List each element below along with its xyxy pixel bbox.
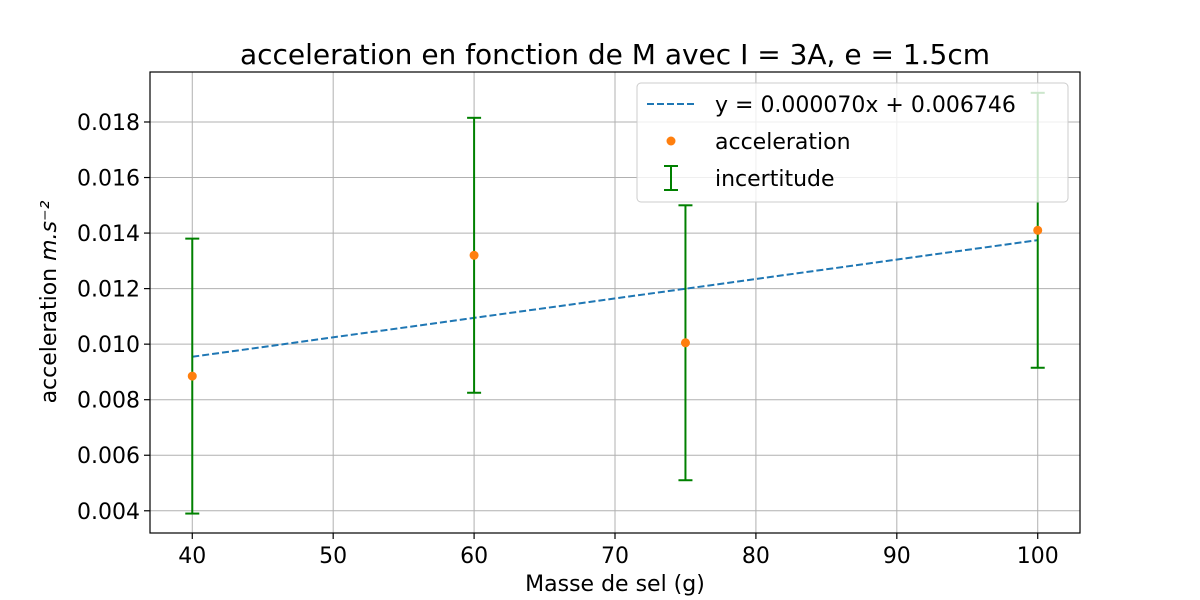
- x-tick-label: 60: [460, 544, 488, 569]
- x-tick-label: 80: [742, 544, 770, 569]
- x-tick-label: 90: [883, 544, 911, 569]
- legend-label-incertitude: incertitude: [715, 167, 835, 192]
- x-axis-label: Masse de sel (g): [525, 572, 705, 597]
- legend: y = 0.000070x + 0.006746 acceleration ince…: [636, 82, 1069, 203]
- data-point: [187, 371, 197, 381]
- x-tick-label: 40: [178, 544, 206, 569]
- y-tick-label: 0.012: [77, 278, 140, 303]
- x-tick-label: 70: [601, 544, 629, 569]
- y-tick-label: 0.006: [77, 444, 140, 469]
- y-tick-label: 0.008: [77, 389, 140, 414]
- fit-line: [192, 239, 1038, 358]
- chart-title: acceleration en fonction de M avec I = 3…: [240, 38, 990, 71]
- data-point: [469, 250, 479, 260]
- fit-line-group: [192, 239, 1038, 358]
- legend-box: [636, 82, 1069, 203]
- y-tick-label: 0.010: [77, 333, 140, 358]
- y-tick-label: 0.004: [77, 500, 140, 525]
- y-tick-label: 0.016: [77, 167, 140, 192]
- y-tick-label: 0.014: [77, 222, 140, 247]
- y-axis-label: acceleration m.s⁻²: [37, 200, 62, 403]
- y-tick-label: 0.018: [77, 111, 140, 136]
- x-tick-label: 100: [1017, 544, 1059, 569]
- ticks: 40 50 60 70 80 90 100 0.004 0.006 0.008 0.010 0.012…: [77, 111, 1059, 569]
- data-point: [1033, 225, 1043, 235]
- legend-label-fit: y = 0.000070x + 0.006746: [715, 93, 1016, 118]
- x-tick-label: 50: [319, 544, 347, 569]
- legend-point-swatch: [666, 136, 676, 146]
- data-point: [680, 338, 690, 348]
- points: [187, 225, 1043, 381]
- legend-label-acceleration: acceleration: [715, 130, 851, 155]
